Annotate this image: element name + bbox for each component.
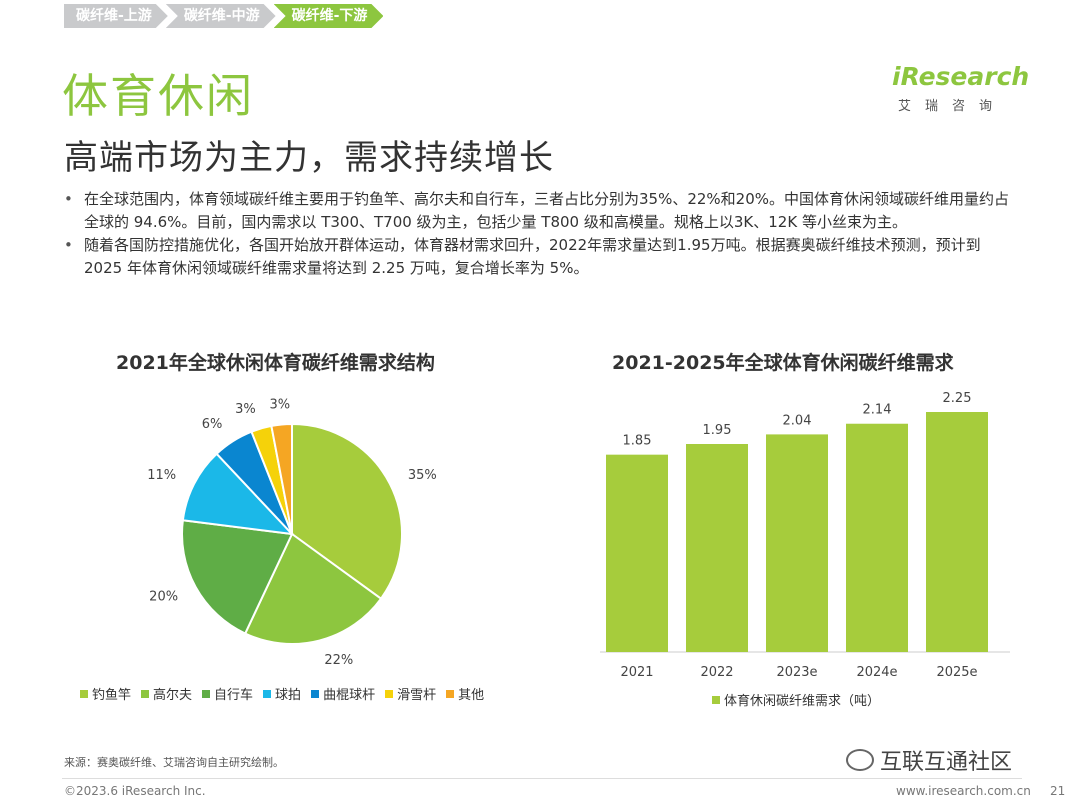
bar-legend-item: 体育休闲碳纤维需求（吨）: [712, 690, 880, 709]
iresearch-logo: iResearch 艾瑞咨询: [892, 62, 1030, 114]
watermark-text: 互联互通社区: [880, 750, 1013, 775]
page-title: 体育休闲: [62, 69, 254, 123]
pie-legend-label: 曲棍球杆: [323, 688, 376, 703]
pie-slice-1: [291, 422, 403, 601]
legend-swatch: [712, 695, 720, 704]
legend-swatch: [446, 689, 455, 698]
pie-label-2: 22%: [324, 653, 353, 668]
bar-value-label: 2.25: [943, 391, 972, 406]
footer-divider: [62, 778, 1022, 779]
legend-swatch: [263, 689, 272, 698]
legend-swatch: [385, 689, 394, 698]
pie-legend-label: 其他: [458, 688, 485, 703]
watermark: 互联互通社区: [846, 744, 1012, 776]
pie-chart-title: 2021年全球休闲体育碳纤维需求结构: [116, 352, 435, 374]
legend-swatch: [202, 689, 211, 698]
legend-swatch: [141, 689, 150, 698]
source-note: 来源：赛奥碳纤维、艾瑞咨询自主研究绘制。: [64, 756, 284, 769]
bar-2023e: [766, 434, 828, 652]
pie-slice-7: [270, 422, 293, 535]
pie-legend-item: 球拍: [263, 684, 301, 703]
legend-swatch: [80, 689, 88, 698]
bar-category-label: 2023e: [776, 665, 817, 680]
breadcrumb-downstream[interactable]: 碳纤维-下游: [274, 4, 384, 28]
page-subtitle: 高端市场为主力，需求持续增长: [64, 138, 554, 178]
pie-label-1: 35%: [408, 468, 437, 483]
pie-legend-item: 钓鱼竿: [80, 684, 131, 703]
website-link[interactable]: www.iresearch.com.cn: [896, 784, 1031, 798]
pie-legend-label: 滑雪杆: [397, 688, 437, 703]
page-number: 21: [1050, 784, 1066, 798]
bar-2025e: [926, 412, 988, 652]
breadcrumb-midstream[interactable]: 碳纤维-中游: [166, 4, 276, 28]
legend-swatch: [311, 689, 320, 698]
pie-slice-4: [181, 452, 295, 536]
pie-legend-item: 高尔夫: [141, 684, 192, 703]
bar-value-label: 2.14: [863, 403, 892, 418]
pie-label-4: 11%: [147, 468, 176, 483]
pie-legend: 钓鱼竿 高尔夫 自行车 球拍 曲棍球杆 滑雪杆 其他: [80, 684, 494, 703]
pie-legend-item: 其他: [446, 684, 484, 703]
bar-2024e: [846, 423, 908, 652]
bar-2021: [606, 454, 668, 652]
bar-legend-label: 体育休闲碳纤维需求（吨）: [724, 694, 881, 709]
wechat-icon: [846, 749, 874, 771]
bar-category-label: 2022: [700, 665, 733, 680]
breadcrumb-upstream[interactable]: 碳纤维-上游: [64, 4, 168, 28]
bar-value-label: 2.04: [783, 413, 812, 428]
pie-label-3: 20%: [149, 590, 178, 605]
pie-legend-label: 球拍: [275, 688, 302, 703]
bar-legend: 体育休闲碳纤维需求（吨）: [712, 690, 890, 709]
bar-category-label: 2021: [620, 665, 653, 680]
bar-2022: [686, 444, 748, 652]
logo-text: iResearch: [892, 62, 1030, 91]
pie-legend-item: 自行车: [202, 684, 253, 703]
bar-value-label: 1.95: [703, 423, 732, 438]
pie-legend-item: 曲棍球杆: [311, 684, 375, 703]
bar-value-label: 1.85: [623, 434, 652, 449]
pie-label-5: 6%: [202, 417, 223, 432]
pie-legend-label: 自行车: [214, 688, 254, 703]
bullet-list: 在全球范围内，体育领域碳纤维主要用于钓鱼竿、高尔夫和自行车，三者占比分别为35%…: [62, 188, 1022, 280]
breadcrumb: 碳纤维-上游 碳纤维-中游 碳纤维-下游: [64, 4, 381, 28]
pie-label-6: 3%: [235, 402, 256, 417]
pie-chart: 35% 22% 20% 11% 6% 3% 3%: [147, 398, 437, 668]
bar-chart-title: 2021-2025年全球体育休闲碳纤维需求: [612, 352, 954, 374]
bar-category-label: 2024e: [856, 665, 897, 680]
pie-legend-label: 高尔夫: [153, 688, 193, 703]
copyright: ©2023.6 iResearch Inc.: [64, 784, 206, 798]
logo-subtext: 艾瑞咨询: [898, 99, 1007, 114]
pie-label-7: 3%: [269, 398, 290, 413]
bullet-item: 在全球范围内，体育领域碳纤维主要用于钓鱼竿、高尔夫和自行车，三者占比分别为35%…: [62, 188, 1022, 234]
pie-slice-3: [181, 519, 294, 635]
pie-legend-label: 钓鱼竿: [92, 688, 132, 703]
bullet-item: 随着各国防控措施优化，各国开始放开群体运动，体育器材需求回升，2022年需求量达…: [62, 234, 1022, 280]
bar-chart: 1.85 2021 1.95 2022 2.04 2023e 2.14 2024e 2.25 20…: [600, 391, 1010, 680]
bar-category-label: 2025e: [936, 665, 977, 680]
pie-legend-item: 滑雪杆: [385, 684, 436, 703]
